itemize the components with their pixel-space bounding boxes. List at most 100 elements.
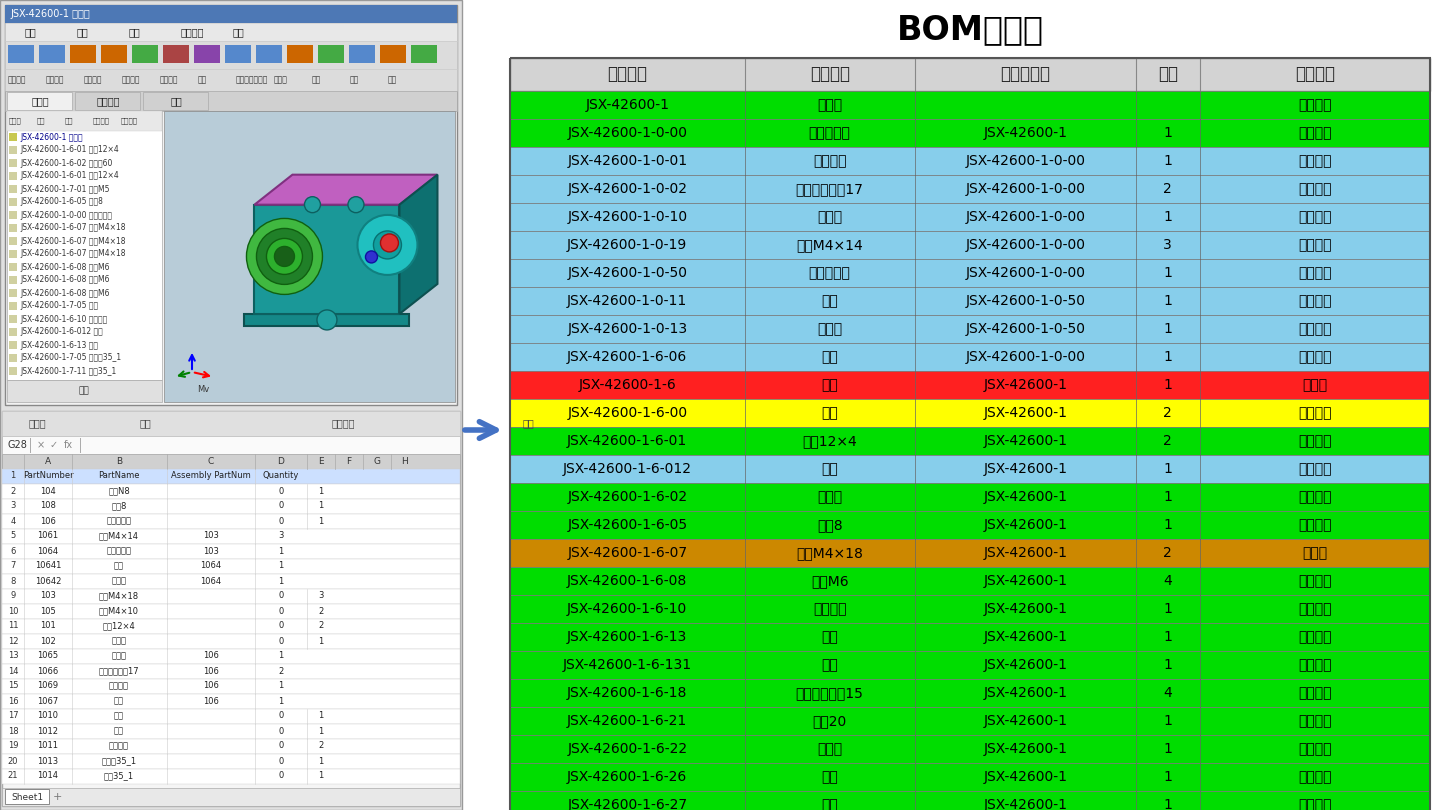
Text: 1: 1 — [1164, 714, 1172, 728]
Text: JSX-42600-1-6-27: JSX-42600-1-6-27 — [567, 798, 687, 810]
Text: 1067: 1067 — [37, 697, 59, 706]
Text: JSX-42600-1-6-02 正齿轮60: JSX-42600-1-6-02 正齿轮60 — [20, 159, 112, 168]
Text: 106: 106 — [203, 651, 219, 660]
Bar — [9, 341, 17, 349]
Text: 未匹配: 未匹配 — [1302, 378, 1328, 392]
Bar — [1, 484, 459, 499]
Bar — [510, 735, 1430, 763]
Text: JSX-42600-1-0-00: JSX-42600-1-0-00 — [965, 182, 1086, 196]
Text: 1013: 1013 — [37, 757, 59, 765]
Text: 完全匹配: 完全匹配 — [1299, 770, 1332, 784]
Bar — [256, 45, 282, 63]
Bar — [510, 483, 1430, 511]
Text: 103: 103 — [203, 531, 219, 540]
Text: 6: 6 — [10, 547, 16, 556]
Text: A: A — [45, 457, 50, 466]
Text: 轴承盖组件: 轴承盖组件 — [809, 266, 851, 280]
Text: 5: 5 — [10, 531, 16, 540]
Text: JSX-42600-1-6: JSX-42600-1-6 — [579, 378, 677, 392]
Text: 背景零件: 背景零件 — [1299, 182, 1332, 196]
Bar — [1, 769, 459, 784]
Text: JSX-42600-1: JSX-42600-1 — [984, 714, 1067, 728]
Bar — [164, 111, 455, 402]
Text: 16: 16 — [7, 697, 19, 706]
Bar — [9, 211, 17, 219]
Text: 11: 11 — [7, 621, 19, 630]
Text: 完全匹配: 完全匹配 — [1299, 518, 1332, 532]
Text: 7: 7 — [10, 561, 16, 570]
Text: 2: 2 — [318, 621, 324, 630]
Text: 注油孔盖: 注油孔盖 — [109, 741, 130, 751]
Text: JSX-42600-1-6-10: JSX-42600-1-6-10 — [567, 602, 687, 616]
Bar — [9, 237, 17, 245]
Bar — [318, 45, 344, 63]
Text: 4: 4 — [10, 517, 16, 526]
Text: 1011: 1011 — [37, 741, 59, 751]
Circle shape — [317, 310, 337, 330]
Bar — [1, 411, 459, 806]
Text: 轴承盖35_1: 轴承盖35_1 — [101, 757, 137, 765]
Text: JSX-42600-1: JSX-42600-1 — [984, 770, 1067, 784]
Text: 1014: 1014 — [37, 771, 59, 781]
Text: JSX-42600-1-0-00 锥齿轮部件: JSX-42600-1-0-00 锥齿轮部件 — [20, 211, 112, 220]
Text: 1: 1 — [318, 501, 324, 510]
Bar — [9, 146, 17, 154]
Text: 0: 0 — [278, 487, 284, 496]
Text: 托环: 托环 — [821, 770, 838, 784]
Text: 12: 12 — [7, 637, 19, 646]
Text: JSX-42600-1-6-10 注油孔盖: JSX-42600-1-6-10 注油孔盖 — [20, 314, 107, 323]
Bar — [132, 45, 158, 63]
Bar — [510, 567, 1430, 595]
Text: 4: 4 — [1164, 686, 1172, 700]
Bar — [1, 514, 459, 529]
Bar — [143, 92, 207, 110]
Bar — [1, 664, 459, 679]
Text: JSX-42600-1-0-00: JSX-42600-1-0-00 — [965, 266, 1086, 280]
Bar — [510, 147, 1430, 175]
Bar — [9, 367, 17, 375]
Text: JSX-42600-1-0-50: JSX-42600-1-0-50 — [965, 294, 1086, 308]
Text: 1: 1 — [278, 681, 284, 690]
Text: JSX-42600-1: JSX-42600-1 — [984, 574, 1067, 588]
Text: 2: 2 — [318, 741, 324, 751]
Text: 背景零件: 背景零件 — [1299, 462, 1332, 476]
Bar — [510, 595, 1430, 623]
Text: JSX-42600-1-6-05 垫片8: JSX-42600-1-6-05 垫片8 — [20, 198, 102, 207]
Bar — [410, 45, 436, 63]
Bar — [9, 198, 17, 206]
Text: 10642: 10642 — [35, 577, 60, 586]
Text: JSX-42600-1-6-18: JSX-42600-1-6-18 — [567, 686, 687, 700]
Bar — [287, 45, 312, 63]
Text: PartName: PartName — [98, 471, 140, 480]
Text: JSX-42600-1: JSX-42600-1 — [984, 126, 1067, 140]
Bar — [4, 69, 456, 91]
Text: JSX-42600-1-7-01 螺母M5: JSX-42600-1-7-01 螺母M5 — [20, 185, 109, 194]
Bar — [7, 380, 161, 402]
Text: 背景零件: 背景零件 — [1299, 210, 1332, 224]
Text: 过匹配: 过匹配 — [1302, 546, 1328, 560]
Text: JSX-42600-1-0-02: JSX-42600-1-0-02 — [567, 182, 687, 196]
Text: ✓: ✓ — [50, 440, 58, 450]
Text: 2: 2 — [1164, 182, 1172, 196]
Text: 重复拉伸: 重复拉伸 — [9, 75, 26, 84]
Text: 圆锥滚子轴承17: 圆锥滚子轴承17 — [796, 182, 864, 196]
Text: ×: × — [37, 440, 45, 450]
Text: JSX-42600-1-6-22: JSX-42600-1-6-22 — [567, 742, 687, 756]
Text: 螺钉M4×14: 螺钉M4×14 — [796, 238, 863, 252]
Text: 1: 1 — [1164, 350, 1172, 364]
Bar — [510, 455, 1430, 483]
Text: 8: 8 — [10, 577, 16, 586]
Text: 文件: 文件 — [24, 27, 37, 37]
Bar — [4, 23, 456, 41]
Text: 工作区: 工作区 — [32, 96, 49, 106]
Text: JSX-42600-1-6-012 箱盖: JSX-42600-1-6-012 箱盖 — [20, 327, 102, 336]
Text: 完全匹配: 完全匹配 — [1299, 798, 1332, 810]
Text: 螺钉M4×18: 螺钉M4×18 — [796, 546, 863, 560]
Text: 锥齿轮部件: 锥齿轮部件 — [809, 126, 851, 140]
Text: 1010: 1010 — [37, 711, 59, 721]
Circle shape — [357, 215, 418, 275]
Text: 完全匹配: 完全匹配 — [1299, 602, 1332, 616]
Text: 0: 0 — [278, 771, 284, 781]
Polygon shape — [399, 175, 438, 314]
Text: 0: 0 — [278, 501, 284, 510]
